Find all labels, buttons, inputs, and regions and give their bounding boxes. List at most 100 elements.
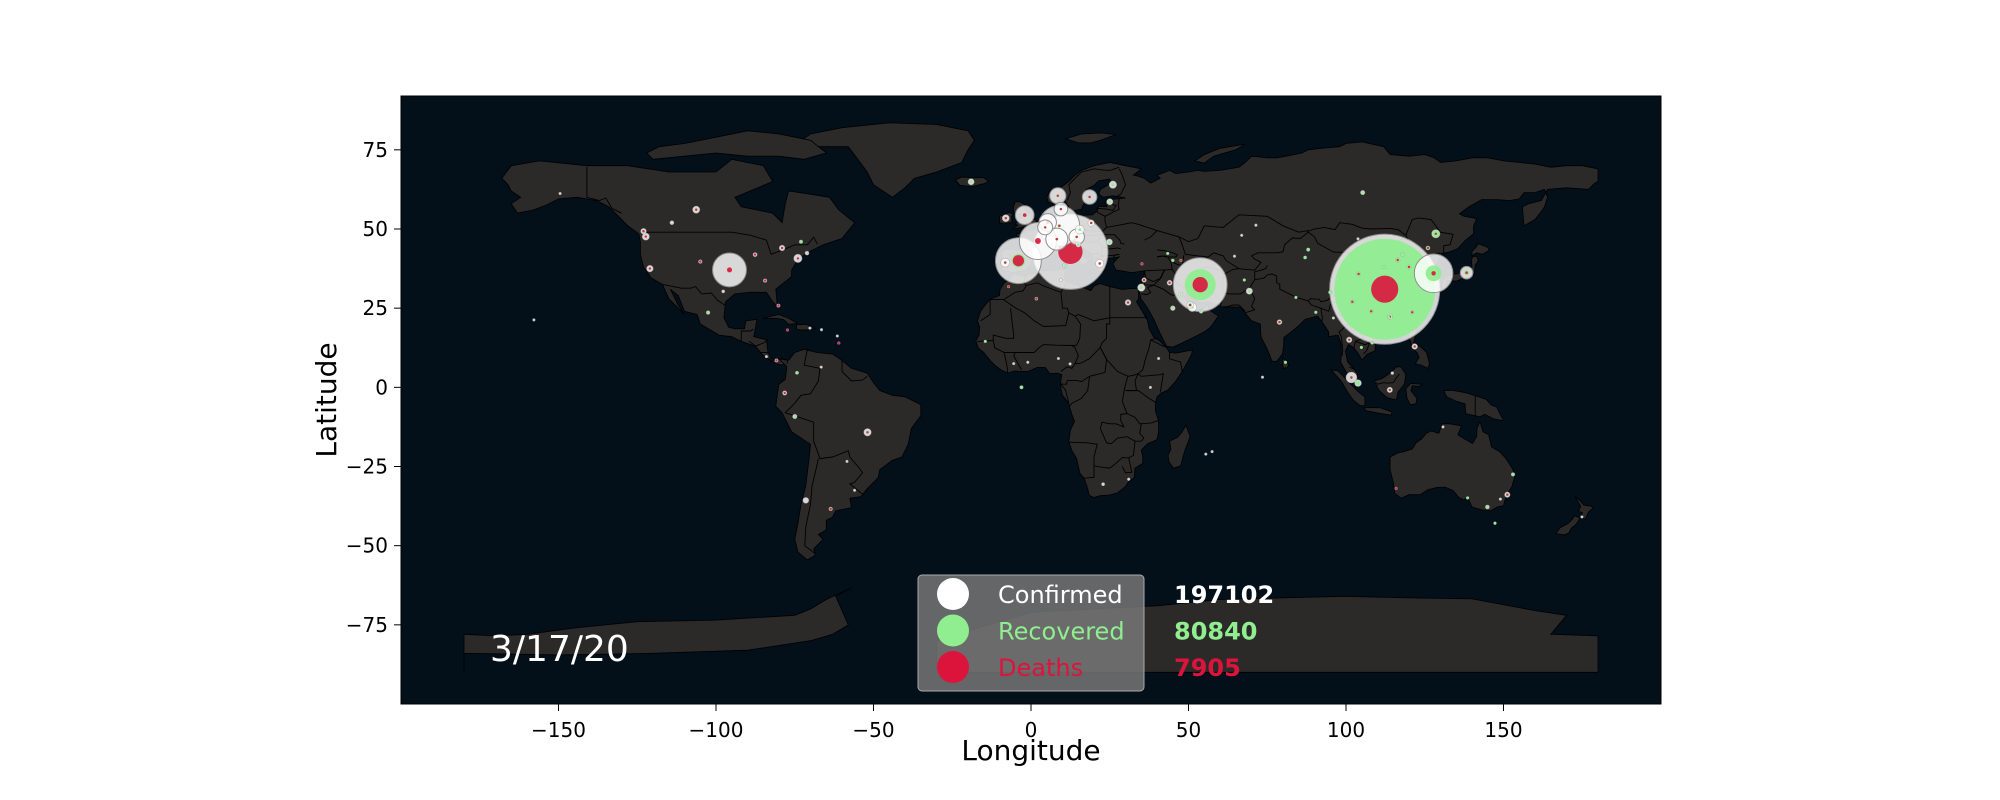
country-border xyxy=(662,283,726,306)
case-marker xyxy=(1504,491,1511,498)
deaths-marker xyxy=(1058,224,1061,227)
case-marker xyxy=(785,328,790,332)
deaths-marker xyxy=(796,257,800,260)
confirmed-marker xyxy=(819,328,824,332)
deaths-marker xyxy=(1012,255,1025,267)
recovered-marker xyxy=(1108,240,1111,244)
confirmed-marker xyxy=(558,191,562,196)
confirmed-marker xyxy=(1056,356,1060,361)
case-marker xyxy=(1242,278,1246,282)
deaths-marker xyxy=(1371,275,1399,303)
case-marker xyxy=(1390,371,1395,375)
case-marker xyxy=(1210,450,1214,454)
case-marker xyxy=(1459,265,1474,280)
case-marker xyxy=(763,278,768,283)
case-marker xyxy=(1370,340,1374,345)
confirmed-marker xyxy=(835,334,839,338)
country-border xyxy=(1003,352,1008,374)
y-tick-label: 0 xyxy=(375,375,388,399)
legend-label: Confirmed xyxy=(998,581,1123,609)
recovered-marker xyxy=(1247,289,1251,293)
country-border xyxy=(1245,287,1256,314)
recovered-marker xyxy=(1294,296,1298,299)
x-tick-label: 0 xyxy=(1025,718,1038,742)
case-marker xyxy=(779,244,786,252)
x-tick-label: 150 xyxy=(1484,718,1522,742)
case-marker xyxy=(1345,371,1358,384)
case-marker xyxy=(1179,258,1183,262)
recovered-marker xyxy=(1486,505,1489,509)
case-marker xyxy=(1354,379,1362,387)
country-border xyxy=(1117,168,1126,197)
recovered-marker xyxy=(1284,360,1287,364)
case-marker xyxy=(1386,315,1391,319)
deaths-marker xyxy=(1034,238,1041,244)
country-border xyxy=(1135,423,1145,442)
confirmed-marker xyxy=(721,289,726,294)
confirmed-marker xyxy=(1026,360,1030,364)
case-marker xyxy=(845,459,849,463)
case-marker xyxy=(1254,223,1258,227)
land-madagascar xyxy=(1167,424,1191,469)
recovered-marker xyxy=(1076,243,1080,246)
legend-item-deaths: Deaths 7905 xyxy=(937,651,1241,683)
deaths-marker xyxy=(1088,195,1091,199)
legend-box xyxy=(917,574,1145,692)
y-tick-label: −25 xyxy=(346,455,388,479)
country-border xyxy=(784,349,864,495)
case-marker xyxy=(1485,504,1490,510)
recovered-marker xyxy=(795,371,799,375)
land-canadian-islands xyxy=(646,130,828,160)
deaths-marker xyxy=(1126,301,1130,304)
deaths-marker xyxy=(1188,303,1192,307)
deaths-marker xyxy=(1168,281,1171,284)
confirmed-marker xyxy=(1012,362,1016,366)
x-axis-ticks: −150 −100 −50 0 50 100 150 xyxy=(531,704,1523,742)
case-marker xyxy=(1056,356,1060,361)
country-border xyxy=(1405,217,1454,254)
country-border xyxy=(1197,231,1309,271)
country-border xyxy=(1178,214,1309,243)
country-border xyxy=(1125,373,1139,391)
legend-value: 197102 xyxy=(1174,581,1274,609)
case-marker xyxy=(1006,285,1011,289)
recovered-marker xyxy=(1242,278,1246,282)
case-marker xyxy=(1425,245,1431,251)
country-border xyxy=(1156,249,1179,258)
x-tick-label: 100 xyxy=(1327,718,1365,742)
deaths-marker xyxy=(1055,237,1059,241)
country-border xyxy=(1224,304,1246,312)
confirmed-marker xyxy=(1240,233,1244,237)
case-marker xyxy=(1431,229,1441,239)
deaths-marker xyxy=(642,230,645,233)
y-tick-label: −50 xyxy=(346,534,388,558)
country-border xyxy=(1104,198,1120,217)
case-marker xyxy=(764,355,768,359)
deaths-marker xyxy=(1004,217,1007,220)
case-marker xyxy=(1356,237,1360,241)
confirmed-marker xyxy=(1580,515,1584,519)
legend: Confirmed 197102 Recovered 80840 Deaths 7905 xyxy=(917,574,1274,692)
recovered-marker xyxy=(1328,290,1333,295)
recovered-marker xyxy=(1139,286,1143,289)
country-border xyxy=(1106,222,1158,241)
case-marker xyxy=(558,191,562,196)
country-border xyxy=(977,340,1079,372)
confirmed-marker xyxy=(1390,371,1395,375)
country-border xyxy=(992,308,1015,341)
case-marker xyxy=(1137,283,1146,292)
case-marker xyxy=(1172,257,1228,313)
case-marker xyxy=(1101,482,1105,487)
deaths-marker xyxy=(1370,310,1373,313)
deaths-marker xyxy=(1396,258,1399,262)
case-marker xyxy=(1001,214,1010,223)
legend-swatch xyxy=(937,578,969,610)
land-layer xyxy=(463,122,1599,673)
deaths-marker xyxy=(648,267,652,270)
case-marker xyxy=(1368,308,1374,314)
country-border xyxy=(1222,268,1239,276)
recovered-marker xyxy=(1493,521,1497,525)
case-marker xyxy=(1328,290,1333,295)
case-marker xyxy=(698,259,703,264)
